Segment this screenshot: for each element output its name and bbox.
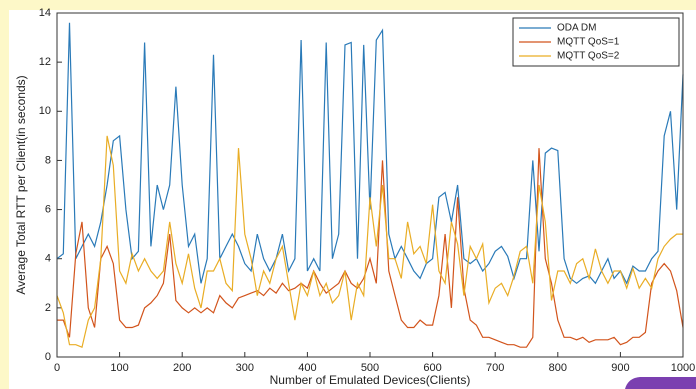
x-tick-label: 0 [54, 362, 60, 374]
series-line [57, 148, 684, 348]
x-tick-label: 700 [486, 362, 504, 374]
x-tick-label: 200 [173, 362, 191, 374]
x-tick-label: 800 [549, 362, 567, 374]
slide-band [0, 0, 9, 389]
legend-label: MQTT QoS=2 [557, 51, 620, 62]
x-tick-label: 900 [611, 362, 629, 374]
legend-label: MQTT QoS=1 [557, 37, 620, 48]
y-tick-label: 4 [45, 253, 51, 265]
series-line [56, 135, 683, 349]
y-tick-label: 0 [45, 351, 51, 363]
y-tick-label: 2 [45, 302, 51, 314]
y-tick-label: 10 [39, 105, 51, 117]
slide-decoration [625, 377, 696, 389]
x-axis-title: Number of Emulated Devices(Clients) [270, 373, 471, 387]
plot-frame [56, 12, 684, 358]
x-tick-label: 300 [236, 362, 254, 374]
y-tick-label: 8 [45, 154, 51, 166]
x-tick-label: 100 [110, 362, 128, 374]
series-line [56, 22, 684, 285]
x-tick-label: 600 [423, 362, 441, 374]
y-axis-title: Average Total RTT per Client(in seconds) [14, 75, 28, 294]
slide-band [0, 0, 696, 10]
x-tick-label: 500 [361, 362, 379, 374]
legend-label: ODA DM [557, 23, 596, 34]
y-tick-label: 14 [39, 7, 51, 19]
x-tick-label: 1000 [671, 362, 695, 374]
y-tick-label: 12 [39, 56, 51, 68]
x-tick-label: 400 [298, 362, 316, 374]
y-tick-label: 6 [45, 203, 51, 215]
